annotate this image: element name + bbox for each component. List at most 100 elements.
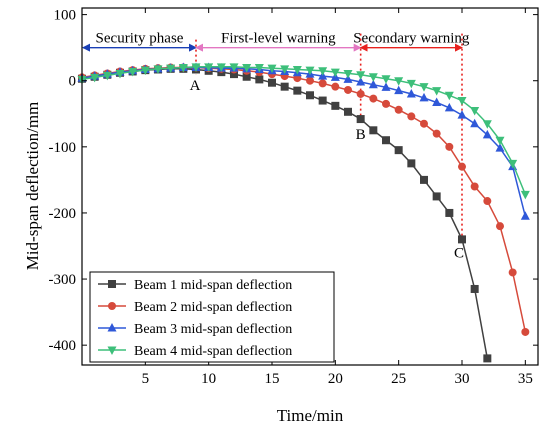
data-point <box>458 235 466 244</box>
data-point <box>204 63 214 72</box>
data-point <box>280 82 289 91</box>
data-point <box>382 99 390 108</box>
data-point <box>470 182 479 191</box>
data-point <box>520 190 530 200</box>
data-point <box>394 146 403 155</box>
data-point <box>153 65 163 74</box>
data-point <box>368 73 378 82</box>
x-axis-label: Time/min <box>277 406 344 425</box>
data-point <box>216 63 226 72</box>
data-point <box>230 70 238 79</box>
data-point <box>115 69 125 79</box>
data-point <box>470 284 479 293</box>
data-point <box>419 83 429 92</box>
data-point <box>191 63 201 72</box>
legend-label: Beam 4 mid-span deflection <box>134 344 292 359</box>
y-tick-label: 100 <box>54 8 77 24</box>
legend-item: Beam 4 mid-span deflection <box>98 344 292 359</box>
legend-marker <box>107 346 117 355</box>
data-point <box>344 85 352 94</box>
data-point <box>457 110 467 119</box>
point-label-b: B <box>356 127 366 143</box>
legend-marker <box>107 323 117 332</box>
data-point <box>331 82 340 91</box>
data-point <box>344 107 352 116</box>
legend-label: Beam 2 mid-span deflection <box>134 300 292 315</box>
data-point <box>495 143 505 152</box>
data-point <box>356 71 366 80</box>
data-point <box>407 112 416 121</box>
data-point <box>496 222 504 231</box>
data-point <box>356 89 365 98</box>
data-point <box>268 78 276 87</box>
data-point <box>330 68 340 78</box>
series-beam-3 <box>77 62 530 220</box>
series-line <box>81 66 527 217</box>
data-point <box>458 162 466 171</box>
x-tick-label: 5 <box>142 371 150 387</box>
data-point <box>356 77 366 86</box>
y-tick-label: 0 <box>69 74 77 90</box>
data-point <box>318 67 328 76</box>
data-point <box>520 211 530 220</box>
data-point <box>306 91 314 100</box>
data-point <box>90 73 100 83</box>
data-point <box>432 97 442 107</box>
data-point <box>508 159 518 169</box>
data-point <box>420 175 428 184</box>
data-point <box>483 197 492 206</box>
plot-frame <box>81 7 539 366</box>
x-tick-label: 15 <box>265 371 280 387</box>
data-point <box>178 64 188 73</box>
legend-marker <box>108 280 116 288</box>
legend-box <box>89 271 335 363</box>
data-point <box>292 65 302 75</box>
data-point <box>229 63 239 72</box>
data-point <box>444 102 454 112</box>
data-point <box>432 129 441 138</box>
phase-label: First-level warning <box>221 31 336 47</box>
data-point <box>293 86 302 95</box>
legend-item: Beam 2 mid-span deflection <box>98 300 292 315</box>
data-point <box>470 106 480 116</box>
data-point <box>470 118 480 128</box>
data-point <box>356 115 365 124</box>
data-point <box>242 64 252 73</box>
data-point <box>482 120 492 129</box>
data-point <box>445 142 454 151</box>
y-axis-label: Mid-span deflection/mm <box>23 102 42 271</box>
data-point <box>306 76 314 85</box>
data-point <box>140 66 150 76</box>
data-point <box>305 66 315 76</box>
data-point <box>508 268 517 277</box>
legend-item: Beam 1 mid-span deflection <box>98 278 292 293</box>
legend-marker <box>108 302 116 310</box>
data-point <box>381 75 391 84</box>
data-point <box>420 119 428 128</box>
data-point <box>343 69 353 79</box>
data-point <box>369 126 378 135</box>
data-point <box>343 74 353 83</box>
y-tick-label: -100 <box>49 140 77 156</box>
data-point <box>406 88 416 98</box>
data-point <box>242 72 251 81</box>
data-point <box>394 85 404 95</box>
data-point <box>432 87 442 96</box>
data-point <box>369 94 378 103</box>
x-tick-label: 10 <box>201 371 216 387</box>
x-tick-label: 35 <box>518 371 533 387</box>
data-point <box>254 64 264 73</box>
data-point <box>381 82 391 91</box>
data-point <box>419 92 429 102</box>
data-point <box>407 159 416 168</box>
x-tick-label: 30 <box>455 371 470 387</box>
series-line <box>81 66 526 195</box>
y-tick-label: -400 <box>49 338 77 354</box>
axes: 5 10 15 20 25 30 35 100 0 -100 -200 -300 -400 <box>49 8 538 387</box>
data-point <box>128 67 138 77</box>
point-label-c: C <box>454 245 464 261</box>
data-point <box>267 64 277 74</box>
data-point <box>445 208 454 217</box>
data-point <box>255 75 264 84</box>
data-point <box>483 354 492 363</box>
